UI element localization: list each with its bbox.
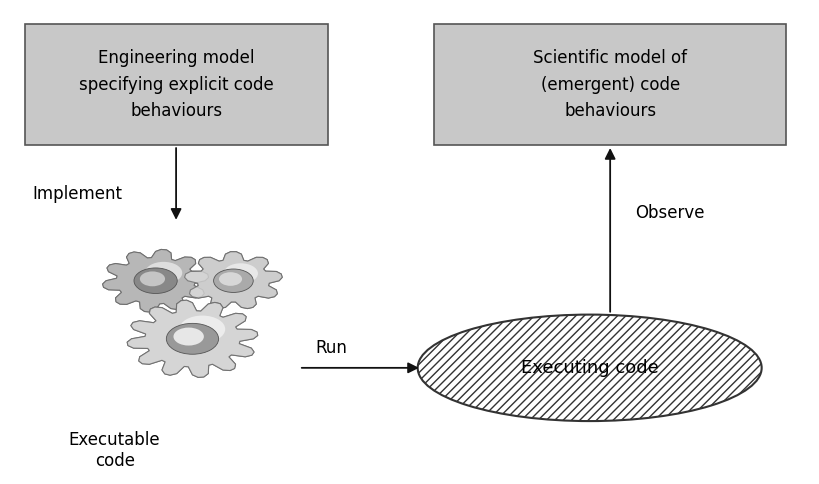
Polygon shape (127, 300, 258, 378)
Circle shape (140, 272, 165, 287)
Circle shape (174, 328, 204, 346)
Circle shape (219, 272, 242, 286)
Circle shape (224, 263, 258, 284)
Circle shape (134, 268, 177, 293)
Text: Observe: Observe (635, 204, 704, 222)
FancyBboxPatch shape (434, 24, 786, 145)
Circle shape (166, 323, 219, 354)
Polygon shape (184, 252, 283, 308)
FancyBboxPatch shape (25, 24, 328, 145)
Circle shape (179, 316, 225, 343)
Polygon shape (184, 252, 283, 308)
Polygon shape (102, 249, 209, 312)
Ellipse shape (418, 315, 762, 421)
Text: Engineering model
specifying explicit code
behaviours: Engineering model specifying explicit co… (79, 49, 274, 120)
Circle shape (145, 262, 183, 284)
Text: Scientific model of
(emergent) code
behaviours: Scientific model of (emergent) code beha… (533, 49, 687, 120)
Polygon shape (127, 300, 258, 378)
Text: Run: Run (315, 339, 347, 358)
Text: Executing code: Executing code (521, 359, 658, 377)
Text: Implement: Implement (33, 184, 123, 203)
Text: Executable
code: Executable code (69, 431, 161, 469)
Circle shape (214, 269, 253, 292)
Polygon shape (102, 249, 209, 312)
